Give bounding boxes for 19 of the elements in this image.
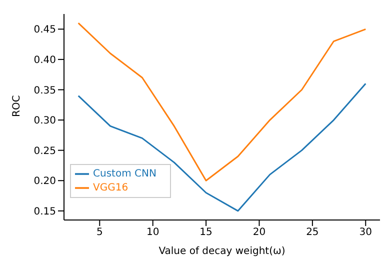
x-tick-label: 15 — [200, 227, 212, 238]
legend-label: Custom CNN — [93, 168, 156, 180]
y-tick-label: 0.45 — [34, 24, 56, 36]
y-axis-title: ROC — [12, 95, 23, 117]
line-series — [78, 82, 366, 212]
line-series — [78, 22, 366, 182]
x-tick-label: 10 — [146, 227, 160, 238]
x-tick-label: 30 — [359, 227, 372, 238]
y-tick-label: 0.15 — [34, 206, 56, 218]
y-tick-label: 0.30 — [34, 116, 56, 127]
x-tick-label: 25 — [306, 227, 319, 238]
y-tick-label: 0.20 — [34, 176, 56, 188]
y-tick-label: 0.25 — [34, 146, 56, 157]
y-tick-label: 0.40 — [34, 54, 56, 66]
x-tick-label: 5 — [96, 227, 103, 238]
x-axis-title: Value of decay weight(ω) — [158, 246, 286, 257]
y-tick-label: 0.35 — [34, 85, 56, 96]
legend-label: VGG16 — [93, 182, 128, 194]
x-tick-label: 20 — [252, 227, 266, 238]
